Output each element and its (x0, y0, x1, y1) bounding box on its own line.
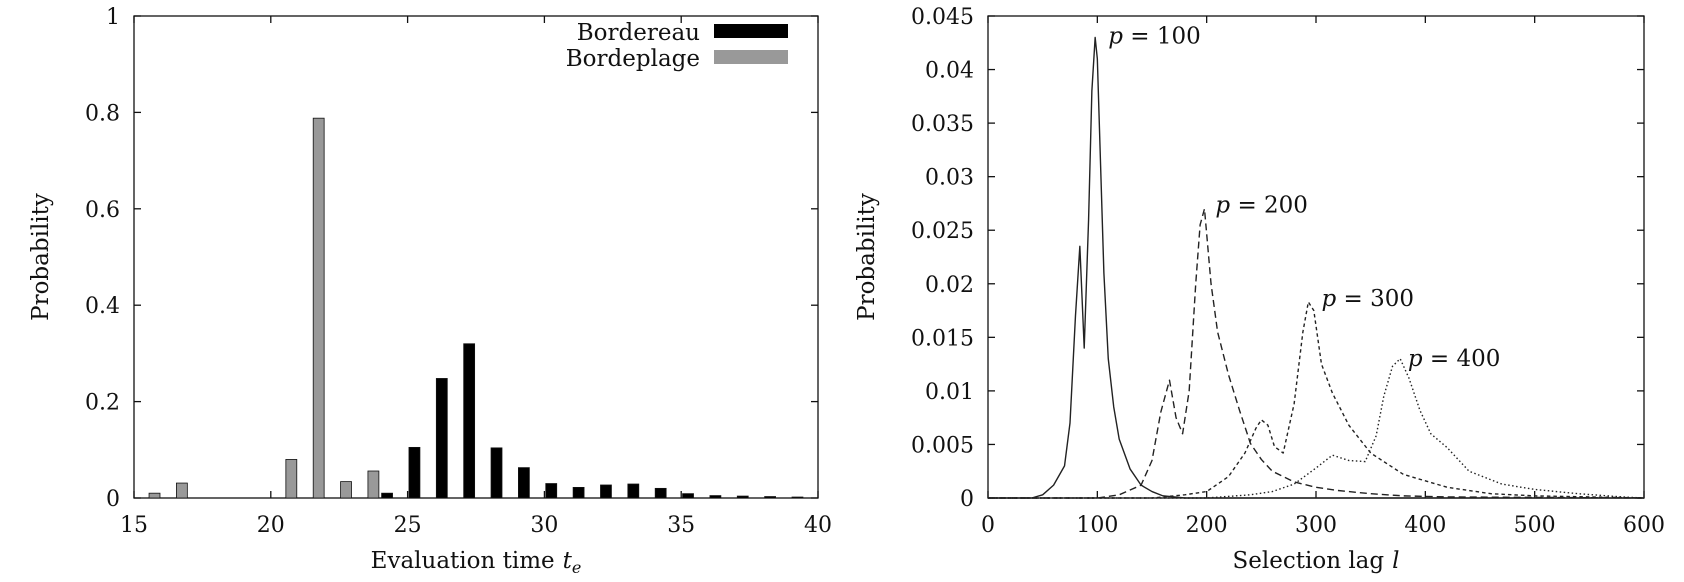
chart2-lines (988, 36, 1645, 499)
chart2-y-tick-label: 0.005 (911, 433, 974, 458)
legend-swatch-bordereau (714, 24, 788, 38)
annotation-label: p = 200 (1215, 193, 1308, 219)
annotation-value: = 300 (1336, 286, 1414, 312)
annotation-label: p = 300 (1321, 286, 1414, 312)
chart1-y-tick-label: 0 (106, 487, 120, 512)
chart2-x-tick-label: 0 (981, 513, 995, 538)
series-line-p200 (988, 208, 1645, 499)
chart2-y-tick-label: 0.015 (911, 326, 974, 351)
bar-bordereau (791, 496, 804, 499)
chart2-y-tick-label: 0.01 (925, 380, 974, 405)
bar-bordeplage (367, 470, 380, 499)
chart1-y-tick-label: 0.8 (85, 101, 120, 126)
chart1-x-tick-label: 30 (530, 513, 558, 538)
chart1-x-tick-label: 35 (667, 513, 695, 538)
legend-label-bordereau: Bordereau (577, 20, 700, 46)
legend-label-bordeplage: Bordeplage (566, 46, 700, 72)
bar-bordeplage (340, 481, 352, 499)
annotation-symbol: p (1108, 23, 1123, 49)
chart1-x-ticks: 15 20 25 30 35 40 (120, 16, 832, 538)
chart1-x-tick-label: 25 (394, 513, 422, 538)
chart1-x-axis-label: Evaluation time te (371, 548, 582, 577)
chart2-y-tick-label: 0.03 (925, 166, 974, 191)
chart1-x-axis-label-symbol: t (563, 548, 573, 574)
chart2-x-tick-label: 500 (1514, 513, 1556, 538)
chart2-x-tick-label: 200 (1186, 513, 1228, 538)
chart1-x-tick-label: 20 (257, 513, 285, 538)
bar-bordereau (435, 378, 448, 499)
chart2-x-axis-label-text: Selection lag (1233, 548, 1385, 574)
chart1-y-tick-label: 0.6 (85, 198, 120, 223)
bar-bordereau (654, 487, 667, 499)
bar-bordeplage (176, 482, 188, 499)
bar-bordereau (572, 486, 585, 499)
bar-bordereau (764, 496, 776, 499)
chart2-x-axis-label-symbol: l (1392, 548, 1399, 574)
bar-bordereau (490, 447, 503, 499)
chart1-x-axis-label-subscript: e (572, 558, 581, 577)
chart2-x-tick-label: 400 (1404, 513, 1446, 538)
bar-bordeplage (312, 117, 325, 499)
annotation-value: = 400 (1423, 346, 1501, 372)
bar-bordereau (709, 495, 722, 499)
chart2-y-tick-label: 0 (960, 487, 974, 512)
chart2-y-tick-label: 0.04 (925, 59, 974, 84)
chart-evaluation-time: 15 20 25 30 35 40 0 0.2 0.4 0.6 0.8 1 BordereauBor… (28, 5, 832, 577)
chart2-y-tick-label: 0.045 (911, 5, 974, 30)
bar-bordeplage (285, 459, 298, 499)
bar-bordereau (736, 495, 749, 499)
bar-bordereau (627, 483, 640, 499)
chart2-x-axis-label: Selection lag l (1233, 548, 1400, 574)
chart1-bars (148, 117, 804, 499)
bar-bordereau (463, 343, 476, 499)
bar-bordereau (600, 484, 612, 499)
chart2-y-tick-label: 0.035 (911, 112, 974, 137)
chart2-x-tick-label: 600 (1623, 513, 1665, 538)
chart1-y-tick-label: 1 (106, 5, 120, 30)
annotation-symbol: p (1321, 286, 1336, 312)
chart1-y-tick-label: 0.4 (85, 294, 120, 319)
bar-bordeplage (148, 492, 161, 499)
bar-bordereau (682, 493, 694, 499)
chart1-plot-frame (133, 15, 819, 499)
chart2-x-tick-label: 100 (1076, 513, 1118, 538)
chart1-x-tick-label: 15 (120, 513, 148, 538)
series-line-p100 (988, 36, 1644, 499)
chart1-y-ticks: 0 0.2 0.4 0.6 0.8 1 (85, 5, 818, 512)
chart-selection-lag: 0 100 200 300 400 500 600 00.0050.010.0150.020… (854, 5, 1665, 574)
chart1-y-axis-label: Probability (28, 193, 54, 321)
chart2-y-axis-label: Probability (854, 193, 880, 321)
bar-bordereau (518, 467, 530, 499)
bar-bordereau (545, 483, 558, 499)
chart2-x-ticks: 0 100 200 300 400 500 600 (981, 16, 1665, 538)
chart2-y-ticks: 0 0.005 0.01 0.015 0.02 0.025 0.03 0.035 0.04 0.0… (911, 5, 1644, 512)
legend-swatch-bordeplage (714, 50, 788, 64)
annotation-label: p = 100 (1108, 23, 1201, 49)
chart2-y-tick-label: 0.02 (925, 273, 974, 298)
annotation-value: = 200 (1230, 193, 1308, 219)
bar-bordereau (381, 492, 393, 499)
annotation-symbol: p (1215, 193, 1230, 219)
chart2-y-tick-label: 0.025 (911, 219, 974, 244)
chart2-plot-frame (987, 15, 1645, 499)
series-line-p400 (988, 358, 1645, 499)
chart2-x-tick-label: 300 (1295, 513, 1337, 538)
annotation-symbol: p (1408, 346, 1423, 372)
bar-bordereau (408, 446, 421, 499)
annotation-label: p = 400 (1408, 346, 1501, 372)
series-line-p300 (988, 301, 1645, 499)
chart1-y-tick-label: 0.2 (85, 391, 120, 416)
chart1-x-tick-label: 40 (804, 513, 832, 538)
chart1-x-axis-label-text: Evaluation time (371, 548, 555, 574)
annotation-value: = 100 (1123, 23, 1201, 49)
